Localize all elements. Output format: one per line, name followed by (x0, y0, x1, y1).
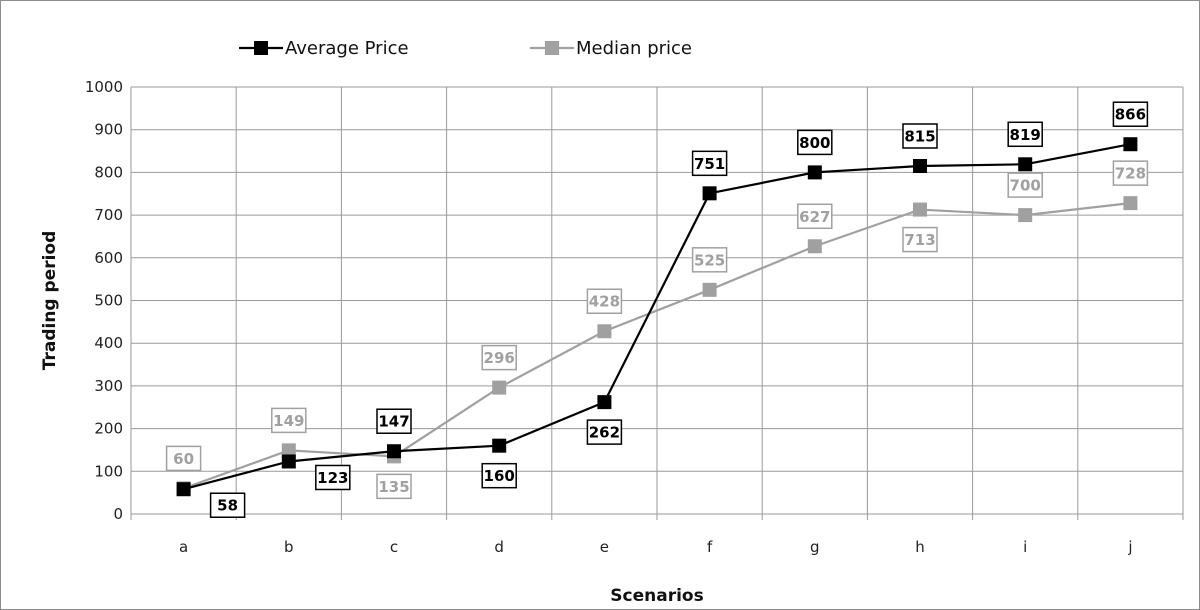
x-tick-label: a (179, 538, 188, 556)
legend-label: Average Price (285, 38, 409, 59)
median-price-line (183, 202, 1131, 490)
average-price-marker (807, 165, 822, 180)
svg-text:800: 800 (799, 134, 830, 152)
median-price-data-label: 728 (1112, 160, 1149, 186)
svg-text:700: 700 (1010, 177, 1041, 195)
x-tick-label: j (1127, 538, 1132, 556)
y-tick-labels: 0 100 200 300 400 500 600 700 800 900 1000 (85, 78, 123, 523)
svg-text:135: 135 (378, 478, 409, 496)
svg-text:296: 296 (484, 349, 515, 367)
svg-text:428: 428 (589, 293, 620, 311)
x-axis-title: Scenarios (610, 586, 703, 606)
median-price-data-label: 713 (902, 226, 938, 253)
average-price-data-label: 58 (209, 492, 246, 518)
legend-label: Median price (576, 38, 692, 59)
x-tick-label: e (600, 538, 609, 556)
average-price-data-label: 800 (797, 129, 833, 156)
average-price-marker (913, 158, 927, 173)
average-price-data-label: 751 (691, 150, 728, 177)
y-tick-label: 600 (94, 249, 123, 267)
average-price-data-label: 815 (902, 123, 938, 149)
svg-text:123: 123 (317, 469, 348, 487)
median-price-data-label: 627 (797, 203, 833, 230)
median-price-data-label: 149 (271, 407, 307, 434)
svg-text:819: 819 (1010, 126, 1041, 144)
svg-text:728: 728 (1115, 165, 1146, 183)
y-tick-label: 800 (94, 163, 123, 181)
legend: Average Price Median price (239, 38, 692, 59)
y-tick-label: 400 (94, 334, 123, 352)
svg-text:160: 160 (484, 467, 515, 485)
average-price-marker (1018, 157, 1033, 172)
legend-item-median-price: Median price (530, 38, 692, 59)
y-tick-label: 1000 (85, 78, 123, 96)
median-price-marker (1018, 208, 1033, 223)
average-price-data-label: 160 (481, 462, 517, 489)
y-tick-label: 100 (94, 462, 123, 480)
legend-item-average-price: Average Price (239, 38, 409, 59)
median-price-data-label: 135 (376, 473, 412, 500)
y-tick-label: 200 (94, 420, 123, 438)
y-tick-label: 500 (94, 292, 123, 310)
svg-text:751: 751 (694, 155, 725, 173)
x-tick-labels: a b c d e f g h i j (179, 538, 1132, 556)
grid (130, 86, 1184, 520)
average-price-line (183, 143, 1131, 491)
y-tick-label: 0 (113, 505, 123, 523)
svg-text:525: 525 (694, 251, 725, 269)
x-tick-label: d (494, 538, 504, 556)
x-tick-label: g (810, 538, 820, 556)
median-price-marker (281, 443, 296, 458)
svg-text:60: 60 (173, 450, 194, 468)
average-price-data-label: 866 (1112, 101, 1149, 127)
average-price-data-label: 147 (376, 408, 412, 434)
x-tick-label: c (390, 538, 398, 556)
x-tick-label: h (915, 538, 925, 556)
average-price-data-label: 123 (315, 464, 351, 491)
average-price-marker (1123, 137, 1138, 152)
median-price-marker (597, 324, 612, 339)
median-price-data-label: 525 (691, 247, 728, 273)
median-price-marker (807, 239, 822, 254)
svg-text:147: 147 (378, 413, 409, 431)
data-labels-layer: 58 123 147 160 262 751 800 815 819 866 60 149 135 296… (165, 101, 1149, 518)
median-price-data-label: 60 (165, 445, 202, 472)
x-tick-label: b (284, 538, 294, 556)
median-price-marker (1123, 196, 1138, 211)
svg-text:58: 58 (217, 497, 238, 515)
median-price-data-label: 700 (1007, 172, 1043, 198)
series-layer (176, 137, 1138, 497)
svg-text:815: 815 (904, 127, 935, 145)
average-price-data-label: 819 (1007, 121, 1043, 148)
svg-text:713: 713 (904, 231, 935, 249)
median-price-marker (492, 380, 507, 395)
average-price-marker (492, 438, 507, 453)
median-price-data-label: 296 (481, 344, 517, 371)
median-price-data-label: 428 (586, 288, 623, 314)
x-tick-label: i (1023, 538, 1027, 556)
average-price-marker (281, 454, 296, 469)
svg-text:149: 149 (273, 412, 304, 430)
y-tick-label: 900 (94, 121, 123, 139)
x-tick-label: f (707, 538, 713, 556)
svg-text:262: 262 (589, 424, 620, 442)
median-price-marker (913, 202, 927, 217)
y-tick-label: 700 (94, 206, 123, 224)
y-axis-title: Trading period (40, 231, 60, 371)
svg-text:627: 627 (799, 208, 830, 226)
average-price-marker (702, 186, 717, 201)
svg-text:866: 866 (1115, 106, 1146, 124)
median-price-marker (702, 282, 717, 297)
y-tick-label: 300 (94, 377, 123, 395)
average-price-data-label: 262 (586, 419, 623, 445)
average-price-marker (176, 482, 191, 497)
average-price-marker (597, 395, 612, 410)
average-price-marker (387, 444, 401, 459)
